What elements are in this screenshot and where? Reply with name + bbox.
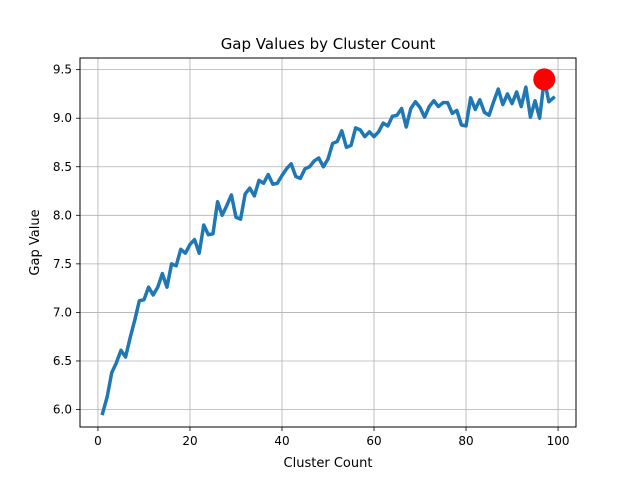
grid-lines [80, 58, 576, 427]
chart-title: Gap Values by Cluster Count [221, 35, 436, 53]
y-axis-label: Gap Value [28, 209, 43, 275]
x-tick-label: 60 [366, 434, 381, 448]
x-axis-ticks: 0 20 40 60 80 100 [94, 427, 570, 448]
y-tick-label: 7.5 [53, 257, 72, 271]
y-tick-label: 7.0 [53, 305, 72, 319]
x-tick-label: 40 [274, 434, 289, 448]
axes-frame [79, 57, 577, 428]
y-tick-label: 6.0 [53, 403, 72, 417]
y-tick-label: 8.5 [53, 160, 72, 174]
y-axis-ticks: 6.0 6.5 7.0 7.5 8.0 8.5 9.0 9.5 [53, 63, 80, 417]
plot-area [100, 68, 556, 416]
y-tick-label: 9.5 [53, 63, 72, 77]
x-tick-label: 20 [182, 434, 197, 448]
gap-value-series-line [100, 77, 556, 416]
y-tick-label: 8.0 [53, 208, 72, 222]
x-tick-label: 0 [94, 434, 102, 448]
y-tick-label: 9.0 [53, 111, 72, 125]
x-tick-label: 100 [547, 434, 570, 448]
y-tick-label: 6.5 [53, 354, 72, 368]
x-tick-label: 80 [458, 434, 473, 448]
optimal-cluster-marker [533, 68, 556, 91]
x-axis-label: Cluster Count [284, 456, 373, 471]
